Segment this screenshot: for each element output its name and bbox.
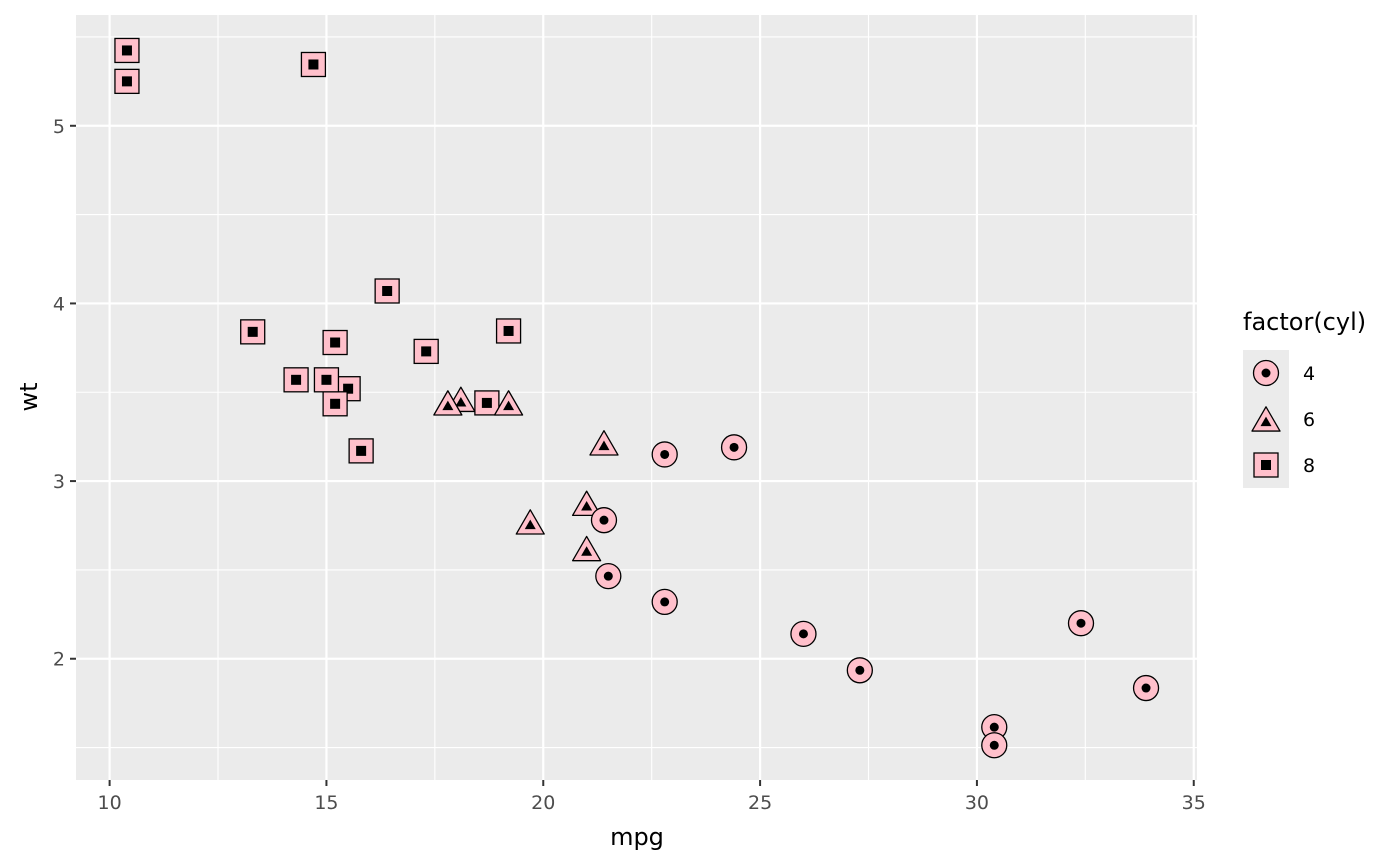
grid-minor: [76, 15, 1197, 780]
point-inner-dot: [1261, 368, 1271, 378]
point-inner-triangle: [1260, 416, 1272, 427]
data-point-triangle: [571, 490, 602, 517]
point-inner-dot: [599, 515, 609, 525]
legend-key-triangle: [1251, 406, 1281, 432]
point-inner-triangle: [442, 400, 454, 411]
data-point-circle: [981, 713, 1008, 741]
point-inner-dot: [989, 722, 999, 732]
data-point-circle: [651, 441, 678, 468]
x-tick-label: 15: [314, 792, 338, 814]
data-point-square: [114, 37, 140, 64]
point-inner-triangle: [598, 440, 610, 451]
legend-title: factor(cyl): [1243, 308, 1366, 336]
point-inner-square: [503, 325, 514, 336]
data-point-square: [283, 367, 309, 393]
point-inner-square: [1261, 460, 1271, 470]
legend-label: 8: [1303, 455, 1315, 477]
point-inner-square: [421, 346, 432, 357]
data-point-circle: [846, 657, 873, 684]
point-inner-dot: [1141, 683, 1151, 693]
point-inner-square: [291, 374, 302, 385]
data-point-circle: [790, 620, 817, 648]
data-point-circle: [595, 562, 622, 590]
point-inner-square: [382, 285, 393, 296]
legend-keys: 4 6 8: [1243, 350, 1315, 488]
data-point-square: [413, 338, 439, 365]
data-point-square: [322, 329, 348, 356]
x-tick-label: 25: [748, 792, 772, 814]
point-inner-dot: [660, 449, 670, 459]
data-point-triangle: [571, 535, 602, 562]
legend: factor(cyl) 4 6 8: [1243, 308, 1366, 488]
legend-label: 4: [1303, 363, 1315, 385]
x-axis: 10 15 20 25 30 35: [98, 780, 1206, 814]
data-point-circle: [1067, 610, 1095, 637]
point-inner-triangle: [581, 500, 593, 511]
point-inner-square: [330, 398, 341, 409]
point-inner-triangle: [581, 546, 593, 556]
point-inner-dot: [660, 597, 670, 607]
x-tick-label: 20: [531, 792, 555, 814]
point-inner-dot: [855, 665, 865, 675]
point-inner-square: [481, 397, 492, 408]
data-point-square: [114, 68, 140, 95]
legend-key-square: [1253, 452, 1279, 478]
point-outer-square: [348, 438, 374, 464]
point-inner-dot: [798, 629, 808, 639]
point-inner-triangle: [524, 519, 536, 530]
y-axis: 2 3 4 5: [53, 116, 76, 671]
x-tick-label: 10: [98, 792, 122, 814]
y-tick-label: 4: [53, 293, 65, 315]
y-axis-title: wt: [15, 382, 43, 411]
point-inner-square: [247, 326, 258, 337]
point-inner-triangle: [503, 400, 515, 411]
point-inner-square: [356, 445, 367, 456]
point-inner-dot: [1076, 618, 1086, 628]
y-tick-label: 2: [53, 649, 65, 671]
point-inner-dot: [603, 571, 613, 581]
data-point-triangle: [493, 390, 524, 416]
x-axis-title: mpg: [610, 823, 664, 851]
y-tick-label: 5: [53, 116, 65, 138]
data-point-triangle: [433, 390, 463, 416]
data-point-circle: [720, 434, 748, 461]
points-layer: [114, 37, 1160, 759]
legend-key-circle: [1252, 359, 1280, 387]
data-point-square: [240, 319, 266, 345]
point-inner-square: [121, 45, 132, 56]
point-inner-dot: [729, 442, 739, 452]
data-point-square: [313, 367, 340, 393]
panel-background: [76, 15, 1197, 780]
point-inner-square: [321, 374, 332, 385]
data-point-square: [300, 51, 327, 78]
data-point-triangle: [589, 430, 619, 456]
data-point-square: [348, 438, 374, 464]
point-inner-triangle: [455, 397, 467, 407]
data-point-square: [322, 391, 348, 417]
data-point-square: [495, 318, 522, 344]
legend-label: 6: [1303, 409, 1315, 431]
data-point-circle: [590, 507, 618, 534]
data-point-square: [474, 390, 500, 416]
point-inner-square: [343, 383, 354, 394]
point-inner-square: [121, 76, 132, 87]
x-tick-label: 35: [1182, 792, 1206, 814]
data-point-circle: [981, 732, 1008, 759]
data-point-circle: [1132, 674, 1160, 702]
point-inner-square: [308, 59, 319, 70]
grid-major: [76, 15, 1197, 780]
point-inner-dot: [989, 740, 999, 750]
x-tick-label: 30: [965, 792, 989, 814]
data-point-triangle: [515, 509, 545, 535]
data-point-circle: [651, 588, 678, 616]
point-inner-square: [330, 337, 341, 348]
data-point-square: [374, 278, 400, 304]
y-tick-label: 3: [53, 471, 65, 493]
